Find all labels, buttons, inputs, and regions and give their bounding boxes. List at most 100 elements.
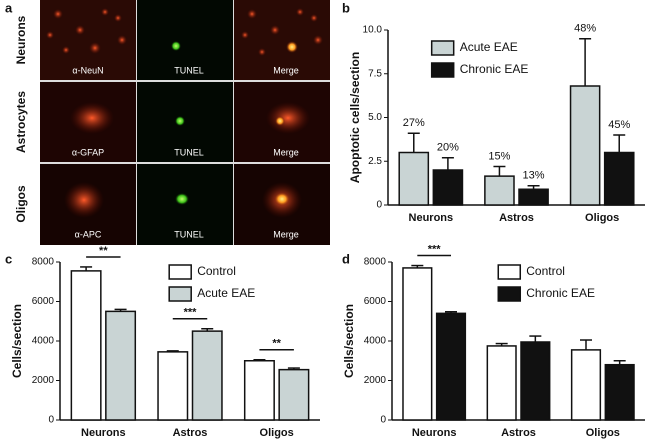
cell <box>175 193 189 205</box>
legend-swatch <box>430 62 455 78</box>
legend-swatch <box>497 264 522 280</box>
y-tick-label: 0 <box>380 415 386 426</box>
cell <box>70 102 114 134</box>
row-label: Astrocytes <box>14 91 28 153</box>
significance-label: *** <box>428 243 442 255</box>
y-tick-label: 6000 <box>364 296 387 307</box>
bar <box>70 270 102 421</box>
bar <box>518 188 549 206</box>
error-bar <box>411 264 424 268</box>
cell-label: Merge <box>273 147 299 157</box>
error-bar <box>529 335 542 342</box>
cell-label: Merge <box>273 65 299 75</box>
error-bar <box>80 266 93 271</box>
error-bar <box>527 185 540 190</box>
error-bar <box>579 339 592 350</box>
y-tick-label: 4000 <box>32 336 55 347</box>
image <box>137 82 233 162</box>
image <box>137 0 233 80</box>
error-bar <box>613 134 626 153</box>
cell-label: Merge <box>273 229 299 239</box>
cells <box>46 8 323 56</box>
y-tick-label: 2000 <box>32 375 55 386</box>
cell-label: α-NeuN <box>72 65 103 75</box>
cell <box>266 102 310 134</box>
percent-label: 48% <box>574 23 596 35</box>
panel-label: c <box>5 251 12 266</box>
row-label: Oligos <box>14 185 28 223</box>
legend-swatch <box>168 264 192 280</box>
cell <box>64 182 104 218</box>
y-tick-label: 8000 <box>364 257 387 268</box>
significance-label: *** <box>184 307 198 319</box>
legend-label: Control <box>526 264 565 278</box>
x-tick-label: Neurons <box>412 427 457 439</box>
y-tick-label: 2.5 <box>368 156 382 167</box>
cell-label: α-GFAP <box>72 147 104 157</box>
row-label: Neurons <box>14 15 28 64</box>
panel-label: a <box>5 0 13 15</box>
y-tick-label: 7.5 <box>368 68 382 79</box>
y-tick-label: 0 <box>48 415 54 426</box>
y-tick-label: 4000 <box>364 336 387 347</box>
bar <box>486 345 517 421</box>
error-bar <box>287 367 300 370</box>
cell <box>274 192 290 206</box>
percent-label: 27% <box>403 117 425 129</box>
bar <box>105 310 137 421</box>
bar <box>520 341 551 421</box>
bar <box>570 349 602 421</box>
x-tick-label: Astros <box>499 212 534 224</box>
percent-label: 20% <box>437 142 459 154</box>
error-bar <box>253 359 266 361</box>
panel-label: d <box>342 251 350 266</box>
y-axis-title: Cells/section <box>10 304 24 378</box>
error-bar <box>166 350 179 352</box>
legend-label: Control <box>197 264 236 278</box>
x-tick-label: Oligos <box>260 427 294 439</box>
error-bar <box>407 132 420 153</box>
bar <box>604 363 635 421</box>
percent-label: 15% <box>488 150 510 162</box>
y-tick-label: 2000 <box>364 375 387 386</box>
bar <box>243 360 275 421</box>
bar <box>569 85 601 206</box>
panel-label: b <box>342 0 350 15</box>
bar <box>432 169 464 206</box>
error-bar <box>201 328 214 332</box>
cell-label: TUNEL <box>174 147 204 157</box>
legend-label: Chronic EAE <box>460 62 529 76</box>
x-tick-label: Astros <box>173 427 208 439</box>
error-bar <box>613 360 626 365</box>
bar <box>278 368 310 421</box>
legend-swatch <box>497 286 522 302</box>
error-bar <box>445 311 458 314</box>
cell-label: TUNEL <box>174 65 204 75</box>
bar <box>191 330 223 421</box>
bar <box>435 312 467 421</box>
significance-label: ** <box>99 245 108 257</box>
error-bar <box>114 308 127 312</box>
y-tick-label: 6000 <box>32 296 55 307</box>
legend-swatch <box>430 40 455 56</box>
x-tick-label: Oligos <box>586 427 620 439</box>
x-tick-label: Astros <box>501 427 536 439</box>
legend-swatch <box>168 286 192 302</box>
x-tick-label: Neurons <box>409 212 454 224</box>
bar <box>484 175 515 206</box>
significance-label: ** <box>272 338 281 350</box>
legend-label: Acute EAE <box>460 40 518 54</box>
cell-label: α-APC <box>75 229 102 239</box>
y-tick-label: 5.0 <box>368 112 382 123</box>
y-axis-title: Apoptotic cells/section <box>348 52 362 183</box>
error-bar <box>579 38 592 86</box>
percent-label: 13% <box>523 170 545 182</box>
error-bar <box>493 165 506 177</box>
cell <box>175 116 185 126</box>
error-bar <box>441 157 454 170</box>
y-tick-label: 8000 <box>32 257 55 268</box>
cell <box>275 116 285 126</box>
y-tick-label: 0 <box>376 200 382 211</box>
bar <box>402 267 433 421</box>
